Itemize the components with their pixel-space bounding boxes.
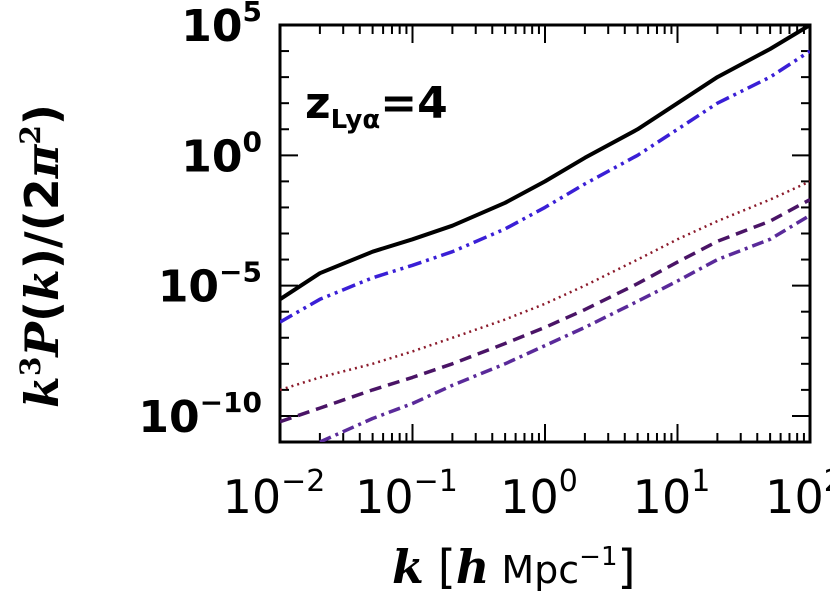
x-tick-label: 100 xyxy=(500,464,578,524)
y-axis-label: k3P(k)/(2π2) xyxy=(14,104,69,408)
x-tick-label: 10−1 xyxy=(355,464,458,524)
series-line-dashed xyxy=(280,198,810,424)
x-tick-label: 102 xyxy=(765,464,830,524)
series-line-dash-dot xyxy=(319,213,810,442)
series-line-solid xyxy=(280,25,810,301)
x-axis-label: k [h Mpc−1] xyxy=(392,540,635,593)
x-tick-labels: 10−2 10−1 100 101 102 xyxy=(223,464,830,524)
axis-ticks xyxy=(279,24,811,443)
plot-frame xyxy=(278,23,812,444)
x-tick-label: 10−2 xyxy=(223,464,326,524)
y-tick-label: 100 xyxy=(181,125,262,182)
series-group xyxy=(280,25,810,442)
y-tick-label: 105 xyxy=(181,0,262,52)
y-tick-label: 10−10 xyxy=(138,386,262,443)
annotation-z-lya: zLyα=4 xyxy=(305,78,448,135)
series-line-dash-dot-dot xyxy=(280,49,810,324)
x-tick-label: 101 xyxy=(633,464,711,524)
y-tick-label: 10−5 xyxy=(158,256,262,313)
y-tick-labels: 105 100 10−5 10−10 xyxy=(138,0,262,443)
series-line-dotted xyxy=(280,180,810,392)
